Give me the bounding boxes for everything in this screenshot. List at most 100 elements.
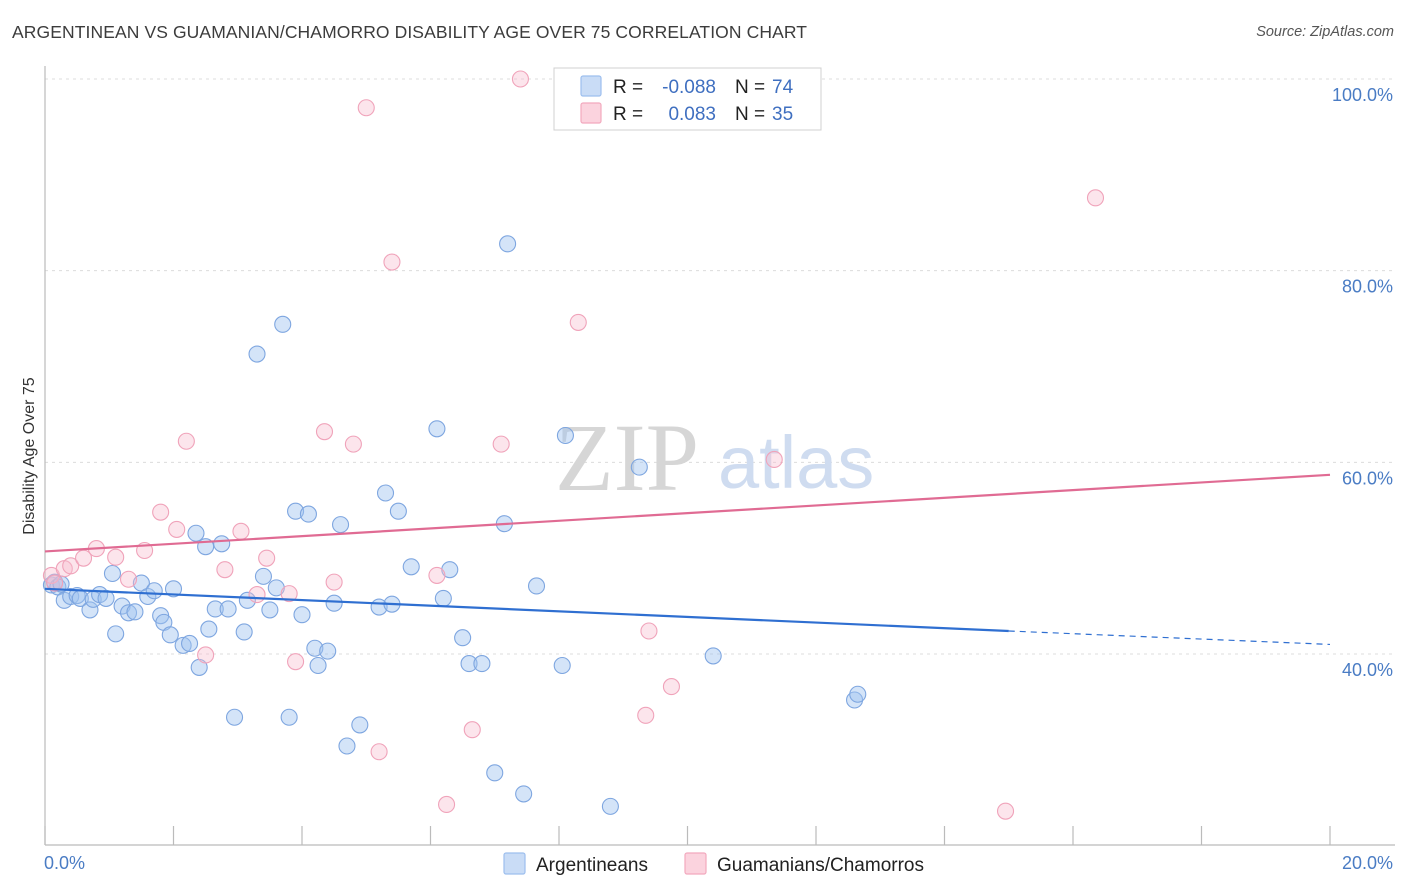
guamanian-point <box>168 520 186 538</box>
guamanian-point <box>463 721 481 739</box>
argentinean-point <box>107 625 125 643</box>
legend-n-label: N = <box>735 77 765 98</box>
guamanian-point <box>258 549 276 567</box>
guamanian-point <box>325 573 343 591</box>
guamanian-point <box>438 795 456 814</box>
argentinean-point <box>299 505 317 523</box>
argentineans-trend-extension <box>1008 630 1331 646</box>
argentinean-point <box>200 620 218 638</box>
guamanian-point <box>287 653 305 671</box>
argentinean-point <box>248 345 266 363</box>
argentinean-point <box>351 716 369 734</box>
x-tick-label: 0.0% <box>44 853 85 873</box>
argentinean-point <box>235 623 253 641</box>
y-tick-label: 60.0% <box>1342 468 1393 488</box>
argentinean-point <box>454 629 472 647</box>
argentinean-point <box>630 458 648 476</box>
argentinean-point <box>261 601 279 619</box>
guamanian-point <box>1086 189 1105 207</box>
argentinean-point <box>280 708 298 726</box>
trend-lines <box>44 473 1331 646</box>
guamanian-point <box>383 253 401 271</box>
argentinean-point <box>126 603 144 621</box>
argentinean-point <box>161 626 179 644</box>
argentinean-point <box>527 577 546 595</box>
guamanian-point <box>152 503 170 521</box>
legend-label-guamanians: Guamanians/Chamorros <box>717 855 924 876</box>
guamanian-point <box>511 70 530 88</box>
legend-r-label: R = <box>613 77 643 98</box>
argentinean-point <box>515 785 533 803</box>
legend-n-label: N = <box>735 104 765 125</box>
watermark-zip: ZIP <box>555 404 699 511</box>
guamanian-point <box>996 802 1015 820</box>
guamanian-point <box>370 743 388 761</box>
guamanian-point <box>344 435 362 453</box>
guamanian-point <box>637 706 655 724</box>
argentinean-point <box>704 647 722 665</box>
guamanian-point <box>640 622 658 640</box>
argentinean-point <box>238 591 256 609</box>
legend-swatch-argentineans <box>503 852 526 875</box>
guamanians-points <box>42 70 1105 820</box>
argentinean-point <box>293 606 311 624</box>
guamanian-point <box>46 574 64 592</box>
guamanians-trend-line <box>44 473 1331 553</box>
guamanian-point <box>119 570 138 588</box>
argentinean-point <box>309 656 327 675</box>
argentinean-point <box>331 516 350 534</box>
argentinean-point <box>601 797 619 815</box>
y-tick-label: 100.0% <box>1332 85 1393 105</box>
guamanian-point <box>357 99 375 117</box>
argentinean-point <box>287 502 305 520</box>
argentinean-point <box>486 764 504 782</box>
argentinean-point <box>849 685 867 703</box>
guamanian-point <box>315 423 334 441</box>
argentinean-point <box>174 636 192 654</box>
argentineans-trend-line <box>44 587 1009 633</box>
argentinean-point <box>219 600 237 618</box>
argentinean-point <box>254 567 273 585</box>
chart-title: ARGENTINEAN VS GUAMANIAN/CHAMORRO DISABI… <box>12 22 808 42</box>
argentinean-point <box>68 586 86 605</box>
watermark-atlas: atlas <box>718 421 874 504</box>
y-axis-title: Disability Age Over 75 <box>21 377 38 535</box>
argentinean-point <box>274 315 292 333</box>
guamanian-point <box>177 432 195 450</box>
argentinean-point <box>145 582 163 600</box>
guamanian-point <box>280 585 298 603</box>
argentinean-point <box>103 564 122 583</box>
legend-n-value: 74 <box>772 77 794 98</box>
argentinean-point <box>338 737 356 755</box>
argentinean-point <box>119 604 138 622</box>
guamanian-point <box>662 678 680 696</box>
legend-swatch-argentineans <box>580 75 602 97</box>
y-tick-label: 80.0% <box>1342 277 1393 297</box>
argentinean-point <box>319 642 337 660</box>
guamanian-point <box>428 566 446 584</box>
legend-label-argentineans: Argentineans <box>536 855 648 876</box>
argentinean-point <box>402 558 420 576</box>
legend-r-value: -0.088 <box>662 77 716 98</box>
argentinean-point <box>460 655 478 673</box>
argentinean-point <box>389 502 407 520</box>
legend-swatch-guamanians <box>580 102 602 124</box>
guamanian-point <box>569 313 587 331</box>
argentinean-point <box>473 655 491 673</box>
argentinean-point <box>499 235 517 253</box>
legend-r-label: R = <box>613 104 643 125</box>
source-label: Source: ZipAtlas.com <box>1256 24 1394 40</box>
y-tick-label: 40.0% <box>1342 660 1393 680</box>
argentinean-point <box>164 580 183 598</box>
argentinean-point <box>181 634 199 653</box>
argentinean-point <box>206 600 224 618</box>
correlation-legend: R = -0.088 N = 74 R = 0.083 N = 35 <box>553 67 822 131</box>
guamanian-point <box>216 561 234 579</box>
argentinean-point <box>325 594 343 612</box>
argentinean-point <box>306 639 324 657</box>
guamanian-point <box>62 557 80 575</box>
argentinean-point <box>553 656 571 675</box>
guamanian-point <box>107 548 125 566</box>
legend-r-value: 0.083 <box>668 104 716 125</box>
